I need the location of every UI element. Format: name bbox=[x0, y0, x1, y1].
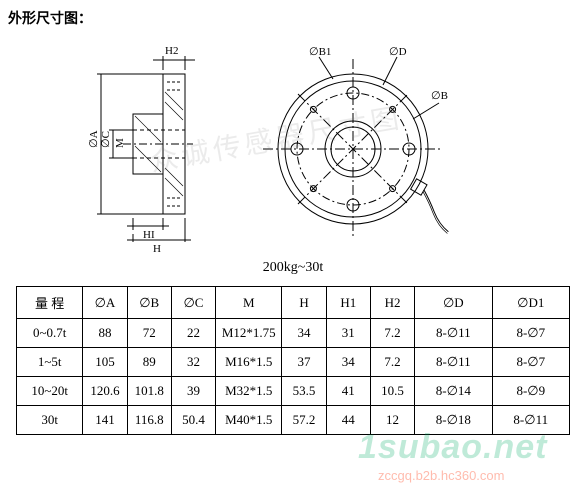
table-cell: 32 bbox=[171, 348, 215, 377]
watermark-url: zccgq.b2b.hc360.com bbox=[378, 468, 504, 483]
table-row: 10~20t120.6101.839M32*1.553.54110.58-∅14… bbox=[17, 377, 570, 406]
label-phiC: ∅C bbox=[100, 131, 112, 148]
label-h2: H2 bbox=[165, 45, 178, 57]
label-phiB: ∅B bbox=[431, 90, 448, 102]
table-header-cell: H bbox=[282, 287, 326, 319]
table-cell: 39 bbox=[171, 377, 215, 406]
table-cell: 105 bbox=[83, 348, 127, 377]
side-view: H2 ∅A ∅C M HI bbox=[88, 45, 195, 254]
table-header-cell: H2 bbox=[370, 287, 414, 319]
table-cell: 50.4 bbox=[171, 406, 215, 435]
table-header-cell: ∅A bbox=[83, 287, 127, 319]
table-header-cell: 量 程 bbox=[17, 287, 83, 319]
table-cell: 120.6 bbox=[83, 377, 127, 406]
front-view: ∅B1 ∅D ∅B bbox=[263, 46, 463, 239]
drawing-svg: H2 ∅A ∅C M HI bbox=[53, 34, 533, 254]
table-header-cell: ∅B bbox=[127, 287, 171, 319]
technical-drawing: H2 ∅A ∅C M HI bbox=[8, 34, 570, 254]
table-cell: 7.2 bbox=[370, 319, 414, 348]
label-M: M bbox=[114, 138, 126, 148]
table-cell: M12*1.75 bbox=[216, 319, 282, 348]
table-cell: 8-∅9 bbox=[492, 377, 569, 406]
table-cell: 34 bbox=[282, 319, 326, 348]
table-row: 0~0.7t887222M12*1.7534317.28-∅118-∅7 bbox=[17, 319, 570, 348]
table-cell: 8-∅11 bbox=[415, 348, 492, 377]
table-cell: M16*1.5 bbox=[216, 348, 282, 377]
table-cell: 7.2 bbox=[370, 348, 414, 377]
table-body: 0~0.7t887222M12*1.7534317.28-∅118-∅71~5t… bbox=[17, 319, 570, 435]
table-cell: 8-∅14 bbox=[415, 377, 492, 406]
table-cell: 89 bbox=[127, 348, 171, 377]
table-cell: M40*1.5 bbox=[216, 406, 282, 435]
table-cell: 8-∅7 bbox=[492, 348, 569, 377]
table-header-cell: M bbox=[216, 287, 282, 319]
table-cell: 72 bbox=[127, 319, 171, 348]
table-cell: 22 bbox=[171, 319, 215, 348]
table-cell: 41 bbox=[326, 377, 370, 406]
table-cell: 8-∅18 bbox=[415, 406, 492, 435]
table-cell: 101.8 bbox=[127, 377, 171, 406]
table-cell: 141 bbox=[83, 406, 127, 435]
table-cell: 8-∅7 bbox=[492, 319, 569, 348]
label-phiA: ∅A bbox=[88, 130, 100, 148]
drawing-caption: 200kg~30t bbox=[8, 260, 570, 276]
table-cell: 12 bbox=[370, 406, 414, 435]
table-cell: 8-∅11 bbox=[492, 406, 569, 435]
table-cell: 1~5t bbox=[17, 348, 83, 377]
label-H: H bbox=[153, 243, 161, 254]
table-cell: 30t bbox=[17, 406, 83, 435]
table-cell: M32*1.5 bbox=[216, 377, 282, 406]
table-header-cell: ∅D bbox=[415, 287, 492, 319]
table-header-cell: H1 bbox=[326, 287, 370, 319]
table-header-cell: ∅D1 bbox=[492, 287, 569, 319]
label-HI: HI bbox=[143, 229, 155, 241]
label-phiB1: ∅B1 bbox=[309, 46, 331, 58]
table-header-cell: ∅C bbox=[171, 287, 215, 319]
page-title: 外形尺寸图： bbox=[8, 8, 570, 28]
table-cell: 8-∅11 bbox=[415, 319, 492, 348]
table-cell: 44 bbox=[326, 406, 370, 435]
table-cell: 116.8 bbox=[127, 406, 171, 435]
table-cell: 31 bbox=[326, 319, 370, 348]
table-cell: 0~0.7t bbox=[17, 319, 83, 348]
label-phiD: ∅D bbox=[389, 46, 407, 58]
table-cell: 57.2 bbox=[282, 406, 326, 435]
table-row: 1~5t1058932M16*1.537347.28-∅118-∅7 bbox=[17, 348, 570, 377]
table-row: 30t141116.850.4M40*1.557.244128-∅188-∅11 bbox=[17, 406, 570, 435]
page-wrapper: 外形尺寸图： bbox=[8, 8, 570, 435]
table-cell: 37 bbox=[282, 348, 326, 377]
table-cell: 34 bbox=[326, 348, 370, 377]
table-cell: 10~20t bbox=[17, 377, 83, 406]
table-header-row: 量 程∅A∅B∅CMHH1H2∅D∅D1 bbox=[17, 287, 570, 319]
table-cell: 53.5 bbox=[282, 377, 326, 406]
dimension-table: 量 程∅A∅B∅CMHH1H2∅D∅D1 0~0.7t887222M12*1.7… bbox=[16, 286, 570, 435]
table-cell: 10.5 bbox=[370, 377, 414, 406]
table-cell: 88 bbox=[83, 319, 127, 348]
